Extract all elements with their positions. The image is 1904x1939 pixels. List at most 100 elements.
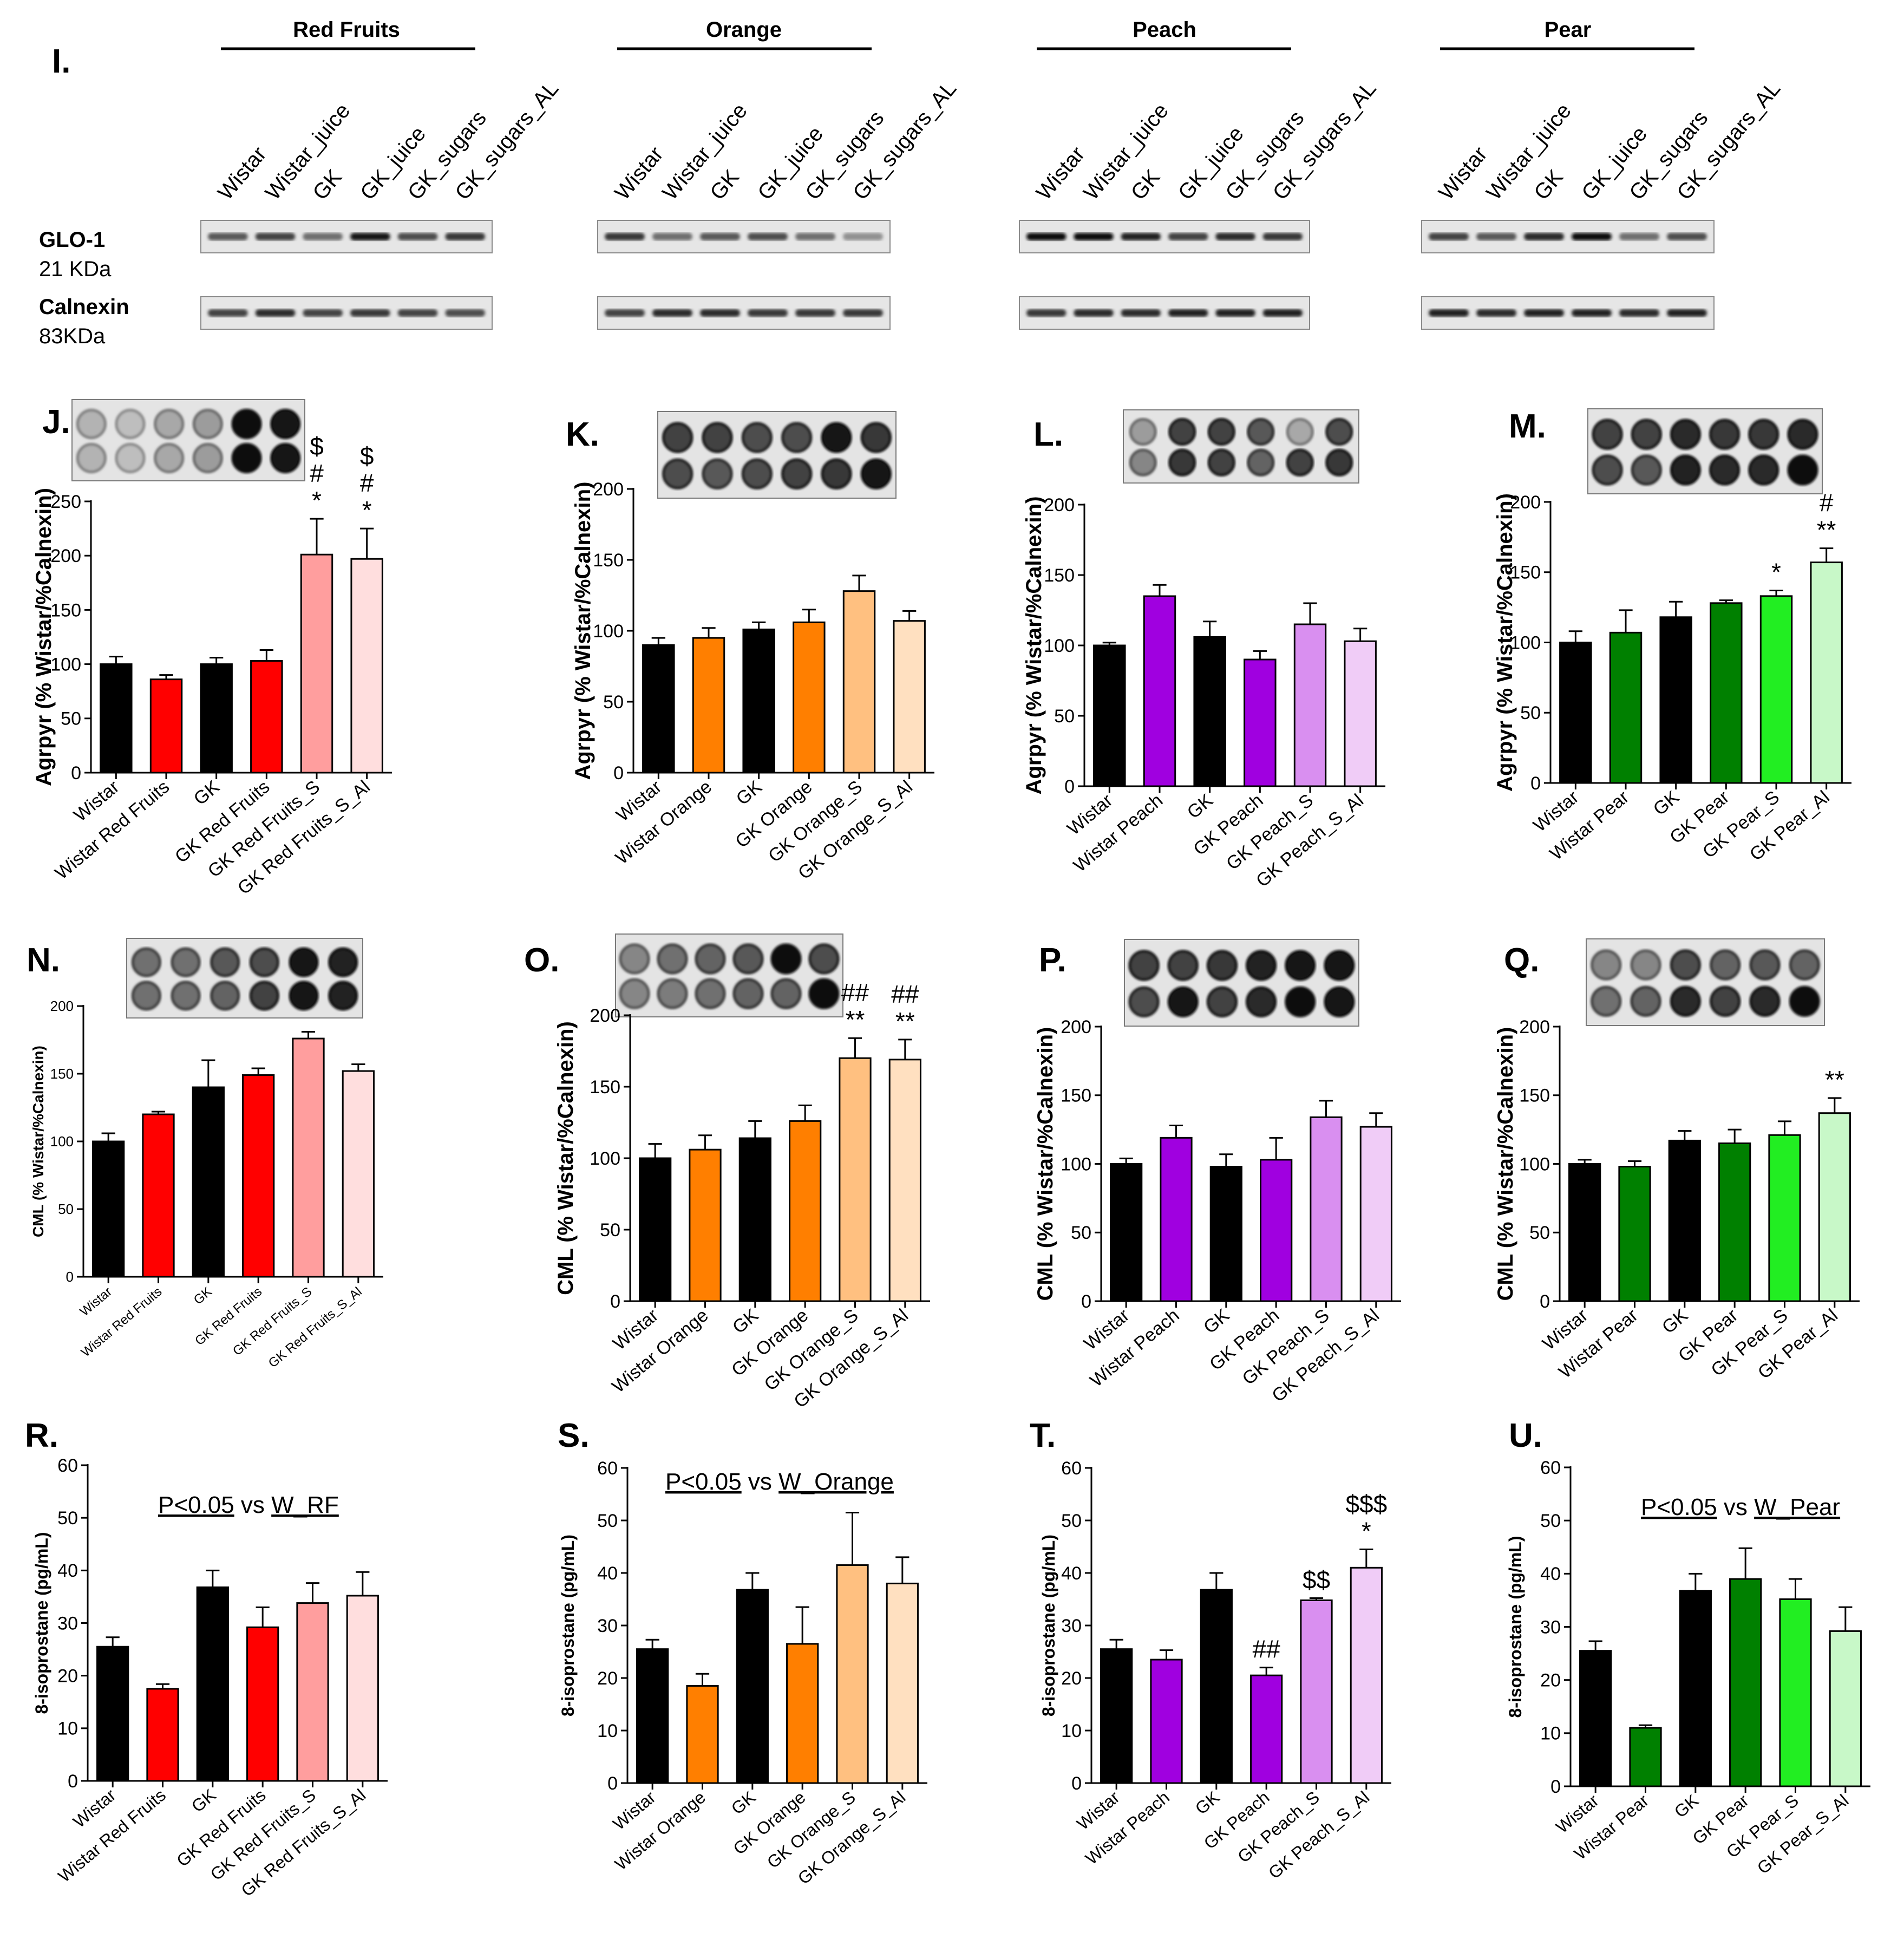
lane-label: Wistar [1032,142,1090,205]
blot-band [1429,233,1469,240]
bar-gk-red-fruits [250,660,283,774]
blot-band [1074,233,1114,240]
x-category-label: GK [191,1284,215,1308]
dot-blot-inset [1586,938,1825,1026]
dot-blot-spot [860,422,892,453]
blot-band [748,233,788,240]
y-tick-label: 60 [597,1458,618,1479]
bar-wistar-orange [689,1148,722,1302]
bar-gk-peach [1260,1159,1293,1302]
y-tick-label: 10 [57,1719,78,1739]
dot-blot-spot [1168,448,1196,476]
y-axis-title: Agrpyr (% Wistar/%Calnexin) [571,482,595,780]
lane-label: Wistar_juice [1482,99,1576,205]
x-category-label: Wistar Orange [611,1787,709,1874]
blot-band [1476,233,1516,240]
y-tick-label: 200 [1510,492,1541,513]
y-tick-label: 60 [1540,1458,1561,1478]
blot-band [1476,309,1516,317]
bar-gk-orange-s-al [888,1059,921,1302]
y-tick-label: 10 [1061,1721,1082,1741]
blot-membrane [200,296,493,330]
y-tick-label: 150 [50,1066,74,1082]
stat-note-reference: W_Orange [778,1468,894,1495]
bar-gk [196,1586,229,1782]
blot-band [350,309,390,317]
y-axis-title: Agrpyr (% Wistar/%Calnexin) [32,488,56,786]
dot-blot-spot [1167,950,1199,981]
y-axis-title: Agrpyr (% Wistar/%Calnexin) [1022,497,1046,795]
dot-blot-inset [657,411,897,499]
dot-blot-spot [131,947,161,977]
dot-blot-spot [249,947,279,977]
y-tick-label: 0 [1550,1777,1561,1797]
dot-blot-spot [270,443,301,473]
blot-group-title: Pear [1545,18,1592,42]
dot-blot-spot [1247,448,1275,476]
y-axis-title: CML (% Wistar/%Calnexin) [1494,1027,1517,1301]
stat-note-threshold: P<0.05 [665,1468,742,1495]
dot-blot-spot [210,981,240,1011]
dot-blot-membrane [1123,409,1359,484]
y-tick-label: 0 [66,1269,74,1285]
y-tick-label: 100 [50,655,81,675]
y-tick-label: 150 [50,600,81,621]
panel-label: R. [25,1417,58,1454]
bar-gk-orange-s [842,590,876,774]
blot-row-name: GLO-1 [39,228,105,252]
x-category-label: GK [188,1785,220,1816]
dot-blot-spot [657,978,688,1009]
y-tick-label: 50 [1071,1223,1091,1243]
bar-wistar-orange [686,1685,719,1784]
y-tick-label: 100 [1061,1154,1091,1174]
bar-wistar [1568,1163,1601,1302]
bar-gk-orange-s-al [886,1582,919,1784]
stat-note-reference: W_RF [271,1492,339,1518]
dot-blot-spot [1206,950,1238,981]
y-tick-label: 150 [590,1077,620,1098]
dot-blot-spot [770,978,802,1009]
panel-label: K. [566,416,599,453]
y-axis-title: 8-isoprostane (pg/mL) [1506,1536,1525,1718]
blot-membrane [1421,220,1715,253]
blot-membrane [1019,220,1310,253]
y-tick-label: 60 [57,1455,78,1476]
y-tick-label: 100 [50,1133,74,1150]
significance-mark: * [1362,1517,1371,1545]
panel-label: N. [27,942,60,979]
dot-blot-spot [1748,419,1779,450]
dot-blot-spot [1246,986,1277,1017]
blot-band [1215,309,1255,317]
blot-row-size: 21 KDa [39,257,112,281]
blot-band [1524,309,1564,317]
lane-label: Wistar_juice [1079,99,1173,205]
bar-wistar-pear [1609,631,1643,784]
y-tick-label: 200 [1044,495,1075,515]
dot-blot-spot [76,443,107,473]
y-tick-label: 50 [1061,1511,1082,1531]
dot-blot-spot [1286,448,1314,476]
dot-blot-spot [781,422,813,453]
bar-wistar [636,1648,669,1784]
blot-group-title: Peach [1133,18,1196,42]
dot-blot-spot [1207,418,1235,446]
y-tick-label: 100 [1510,632,1541,653]
blot-strip-glo1 [1019,220,1310,253]
significance-mark: $ [310,432,324,460]
significance-mark: $$$ [1345,1490,1387,1518]
bar-gk [736,1589,769,1784]
blot-band [843,233,883,240]
lane-label: GK [1529,165,1568,205]
significance-mark: # [360,469,374,497]
dot-blot-spot [192,443,223,473]
y-tick-label: 40 [1540,1564,1561,1584]
y-tick-label: 10 [597,1721,618,1741]
y-tick-label: 200 [1519,1017,1550,1037]
dot-blot-spot [741,422,773,453]
panel-label: S. [558,1417,590,1454]
blot-membrane [597,220,891,253]
x-category-label: Wistar [77,1284,115,1319]
dot-blot-spot [860,458,892,489]
